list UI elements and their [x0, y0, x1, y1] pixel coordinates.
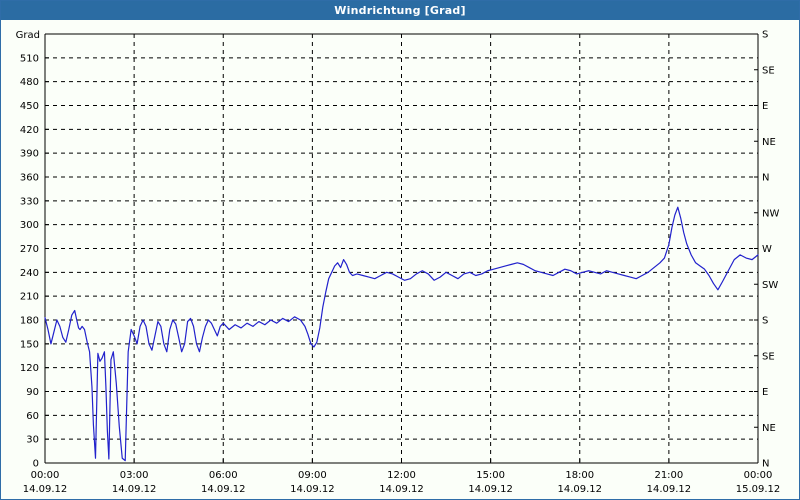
x-axis-tick-label-date: 15.09.12: [736, 484, 781, 495]
x-axis-tick-label-date: 14.09.12: [557, 484, 602, 495]
x-axis-tick-label-date: 14.09.12: [647, 484, 692, 495]
right-axis-tick-label: E: [762, 387, 768, 398]
y-axis-tick-label: 0: [33, 459, 39, 470]
x-axis-tick-label-time: 15:00: [476, 470, 505, 481]
x-axis-tick-label-date: 14.09.12: [23, 484, 68, 495]
x-axis-tick-label-date: 14.09.12: [201, 484, 246, 495]
y-axis-tick-label: 240: [20, 268, 39, 279]
y-axis-tick-label: 120: [20, 363, 39, 374]
chart-plot-area: Grad 0 30 60 90 120 150 180 210 240 270 300 330 360 39…: [1, 20, 799, 499]
right-axis-tick-label: SE: [762, 65, 775, 76]
right-axis-tick-label: NE: [762, 423, 776, 434]
y-axis-tick-label: 210: [20, 292, 39, 303]
wind-direction-chart: Grad 0 30 60 90 120 150 180 210 240 270 300 330 360 39…: [16, 30, 781, 496]
y-axis-tick-label: 150: [20, 339, 39, 350]
x-axis-tick-label-time: 09:00: [298, 470, 327, 481]
y-axis-tick-label: 270: [20, 244, 39, 255]
y-axis-tick-label: 30: [26, 435, 39, 446]
y-axis-tick-label: 510: [20, 53, 39, 64]
x-axis-tick-label-date: 14.09.12: [290, 484, 335, 495]
x-axis-tick-label-date: 14.09.12: [379, 484, 424, 495]
right-axis-tick-label: SE: [762, 351, 775, 362]
x-axis-tick-label-time: 12:00: [387, 470, 416, 481]
y-axis-tick-label: 450: [20, 101, 39, 112]
x-axis-tick-label-date: 14.09.12: [112, 484, 157, 495]
x-axis-tick-label-time: 18:00: [565, 470, 594, 481]
x-axis-tick-label-time: 03:00: [120, 470, 149, 481]
right-axis-tick-label: N: [762, 459, 769, 470]
y-axis-tick-label: 180: [20, 316, 39, 327]
x-axis-tick-label-time: 06:00: [209, 470, 238, 481]
x-axis-tick-label-date: 14.09.12: [468, 484, 513, 495]
y-axis-tick-label: 300: [20, 220, 39, 231]
x-axis-tick-label-time: 00:00: [31, 470, 60, 481]
right-axis-tick-label: E: [762, 101, 768, 112]
right-axis-tick-label: S: [762, 316, 768, 327]
x-axis-tick-label-time: 00:00: [744, 470, 773, 481]
y-axis-tick-label: 420: [20, 125, 39, 136]
y-axis-tick-label: 90: [26, 387, 39, 398]
right-axis-tick-label: W: [762, 244, 772, 255]
right-axis-tick-label: NE: [762, 137, 776, 148]
y-axis-tick-label: 390: [20, 149, 39, 160]
y-axis-tick-label: 480: [20, 77, 39, 88]
x-axis-tick-label-time: 21:00: [654, 470, 683, 481]
data-series-line: [44, 206, 759, 462]
window-title: Windrichtung [Grad]: [1, 1, 799, 20]
right-axis-tick-label: SW: [762, 280, 778, 291]
right-axis-tick-label: S: [762, 30, 768, 41]
y-axis-unit-label: Grad: [16, 30, 40, 41]
right-axis-tick-label: N: [762, 173, 769, 184]
right-axis-tick-label: NW: [762, 208, 779, 219]
y-axis-tick-label: 330: [20, 196, 39, 207]
y-axis-tick-label: 360: [20, 173, 39, 184]
y-axis-tick-label: 60: [26, 411, 39, 422]
